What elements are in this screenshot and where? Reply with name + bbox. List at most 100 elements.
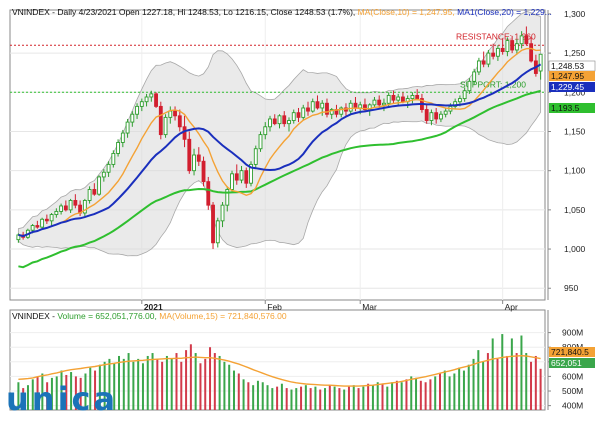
candle-body [272, 118, 277, 125]
candle-body [139, 101, 144, 107]
volume-bar [189, 344, 192, 410]
candle-body [443, 110, 448, 115]
volume-bar [520, 335, 523, 410]
candle-body [35, 225, 40, 228]
volume-bar [223, 361, 226, 410]
candle-body [291, 112, 296, 121]
header-sep: , [353, 7, 358, 17]
price-tag-box [549, 103, 595, 113]
candle-body [538, 53, 543, 72]
volume-bar [506, 355, 509, 410]
volume-ma-line [18, 354, 541, 387]
volume-bar [156, 358, 159, 410]
candle-body [439, 113, 443, 120]
volume-bar [482, 361, 485, 410]
moving-average-lines [18, 47, 542, 269]
volume-bar [137, 358, 140, 410]
volume-bar [448, 376, 451, 410]
candle-body [315, 101, 320, 109]
volume-bar [319, 389, 322, 410]
x-tick-label: 2021 [144, 302, 163, 312]
volume-bar [462, 370, 465, 410]
volume-bar [165, 355, 168, 410]
header-period: Daily [57, 7, 77, 17]
candle-body [263, 126, 268, 136]
x-tick-label: Mar [362, 302, 377, 312]
candle-body [244, 170, 249, 184]
volume-bar [472, 358, 475, 410]
volume-bar [352, 385, 355, 410]
volume-bar [539, 368, 542, 410]
volume-bar [467, 364, 470, 410]
candle-body [225, 189, 230, 206]
candle-body [177, 115, 182, 128]
header-ma20: MA1(Close,20) = 1,229... [457, 7, 552, 17]
candle-body [182, 126, 187, 140]
volume-y-tick-label: 400M [562, 401, 583, 411]
volume-bar [333, 386, 336, 410]
volume-bar [429, 379, 432, 410]
candle-body [282, 115, 287, 125]
volume-bar [515, 353, 518, 410]
volume-header-ma: MA(Volume,15) = 721,840,576.00 [159, 311, 287, 321]
candle-body [424, 109, 429, 121]
bollinger-band [17, 10, 542, 257]
ma50-line [18, 89, 541, 269]
candle-body [348, 102, 353, 112]
candle-body [505, 40, 510, 52]
volume-bar [185, 350, 188, 410]
volume-bar [252, 385, 255, 410]
volume-y-tick-label: 900M [562, 328, 583, 338]
candle-body [486, 52, 491, 65]
volume-bar [170, 358, 173, 410]
header-low: 1216.15 [235, 7, 266, 17]
volume-bar [41, 373, 44, 410]
candle-body [386, 94, 391, 104]
volume-bar [22, 388, 25, 410]
candle-body [59, 205, 64, 212]
candle-body [301, 107, 306, 118]
candle-body [401, 96, 405, 103]
candle-body [372, 99, 377, 106]
candle-body [320, 102, 325, 109]
price-tag-box [549, 82, 595, 92]
volume-bar [242, 379, 245, 410]
volume-bar [199, 363, 202, 410]
x-tick-label: Apr [505, 302, 518, 312]
volume-tag-box [549, 358, 595, 368]
volume-bar [371, 385, 374, 410]
candle-body [192, 154, 196, 172]
candle-body [73, 200, 78, 206]
price-levels: RESISTANCE: 1,260 SUPPORT: 1,200 [10, 31, 545, 93]
volume-bar [26, 385, 29, 410]
price-y-tick-label: 1,200 [564, 87, 586, 97]
price-y-tick-label: 1,100 [564, 166, 586, 176]
volume-header-volume: Volume = 652,051,776.00, [57, 311, 157, 321]
candle-body [396, 96, 401, 101]
volume-bar [65, 374, 68, 410]
volume-bar [405, 379, 408, 410]
volume-bar [415, 377, 418, 410]
candle-body [481, 60, 486, 65]
volume-bar [146, 355, 149, 410]
candle-body [201, 160, 206, 183]
volume-bar [232, 370, 235, 410]
volume-bar [79, 377, 82, 410]
volume-bar [501, 334, 504, 410]
volume-bar [486, 353, 489, 410]
candle-body [154, 93, 158, 107]
candle-body [253, 148, 258, 165]
candle-body [358, 104, 363, 109]
candle-body [529, 43, 534, 62]
price-tag-box [549, 71, 595, 81]
volume-bar [491, 338, 494, 410]
candle-body [97, 176, 102, 195]
price-y-tick-label: 1,300 [564, 9, 586, 19]
candle-body [196, 154, 201, 162]
candle-body [101, 171, 106, 178]
candle-body [410, 94, 415, 100]
candle-body [234, 173, 239, 181]
volume-bar [103, 361, 106, 410]
volume-bar [141, 363, 144, 410]
